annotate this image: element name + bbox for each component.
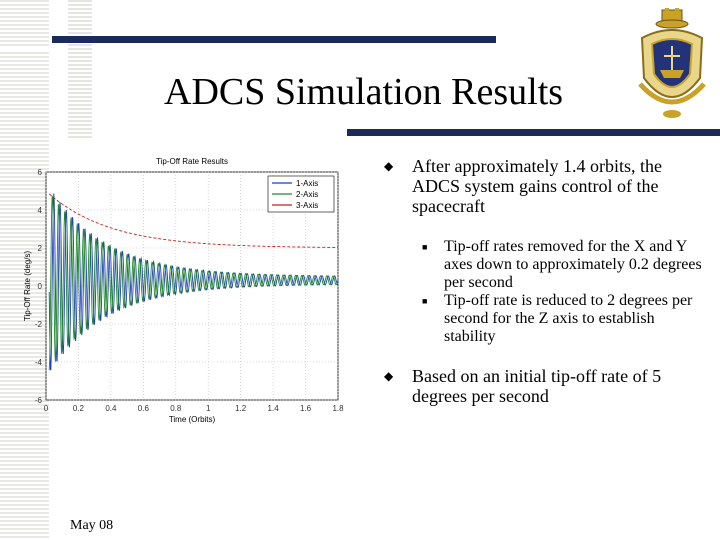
title-stripe-decoration — [68, 0, 92, 140]
sub-bullet-text: Tip-off rates removed for the X and Y ax… — [444, 238, 702, 291]
x-tick-label: 0 — [44, 404, 49, 413]
left-stripe-decoration — [0, 0, 49, 46]
square-bullet-icon: ■ — [422, 242, 428, 252]
y-axis-label: Tip-Off Rate (deg/s) — [24, 251, 32, 322]
x-tick-label: 1.6 — [300, 404, 312, 413]
legend-label: 3-Axis — [296, 201, 318, 210]
y-tick-label: -4 — [35, 358, 43, 367]
diamond-bullet-icon: ◆ — [384, 369, 394, 383]
slide-title: ADCS Simulation Results — [164, 71, 564, 113]
bullet-text: After approximately 1.4 orbits, the ADCS… — [412, 156, 662, 216]
y-tick-label: 4 — [38, 206, 43, 215]
x-tick-label: 1.8 — [332, 404, 344, 413]
tip-off-rate-chart: 0 0.2 0.4 0.6 0.8 1 1.2 1.4 1.6 1.8 6 4 2 0 -2 -4 -6 Tip-… — [24, 157, 344, 424]
y-tick-label: 0 — [38, 282, 43, 291]
bullet-item: ◆ After approximately 1.4 orbits, the AD… — [384, 156, 704, 216]
legend-label: 1-Axis — [296, 179, 318, 188]
y-tick-label: -2 — [35, 320, 43, 329]
diamond-bullet-icon: ◆ — [384, 159, 394, 173]
left-stripe-decoration-lower — [0, 52, 49, 540]
series-line-3-Axis — [48, 193, 338, 248]
bullet-text: Based on an initial tip-off rate of 5 de… — [412, 366, 662, 406]
naval-academy-crest-icon — [638, 8, 706, 118]
sub-bullet-item: ■ Tip-off rate is reduced to 2 degrees p… — [384, 292, 704, 346]
square-bullet-icon: ■ — [422, 296, 428, 306]
sub-bullet-text: Tip-off rate is reduced to 2 degrees per… — [444, 292, 693, 345]
x-tick-label: 0.6 — [138, 404, 150, 413]
x-tick-label: 0.4 — [105, 404, 117, 413]
footer-date: May 08 — [70, 518, 114, 533]
x-tick-label: 1 — [206, 404, 211, 413]
title-underline-rule — [347, 129, 720, 136]
x-tick-label: 1.2 — [235, 404, 247, 413]
x-axis-label: Time (Orbits) — [169, 415, 216, 424]
series-line-2-Axis — [48, 195, 339, 371]
legend-label: 2-Axis — [296, 190, 318, 199]
y-tick-label: 6 — [38, 168, 43, 177]
y-tick-label: 2 — [38, 244, 43, 253]
x-tick-label: 0.2 — [73, 404, 85, 413]
x-tick-label: 0.8 — [170, 404, 182, 413]
x-tick-label: 1.4 — [268, 404, 280, 413]
chart-title: Tip-Off Rate Results — [156, 157, 228, 166]
y-tick-label: -6 — [35, 396, 43, 405]
top-rule — [52, 36, 496, 43]
sub-bullet-item: ■ Tip-off rates removed for the X and Y … — [384, 238, 704, 292]
bullet-list: ◆ After approximately 1.4 orbits, the AD… — [384, 156, 704, 406]
bullet-item: ◆ Based on an initial tip-off rate of 5 … — [384, 366, 704, 406]
